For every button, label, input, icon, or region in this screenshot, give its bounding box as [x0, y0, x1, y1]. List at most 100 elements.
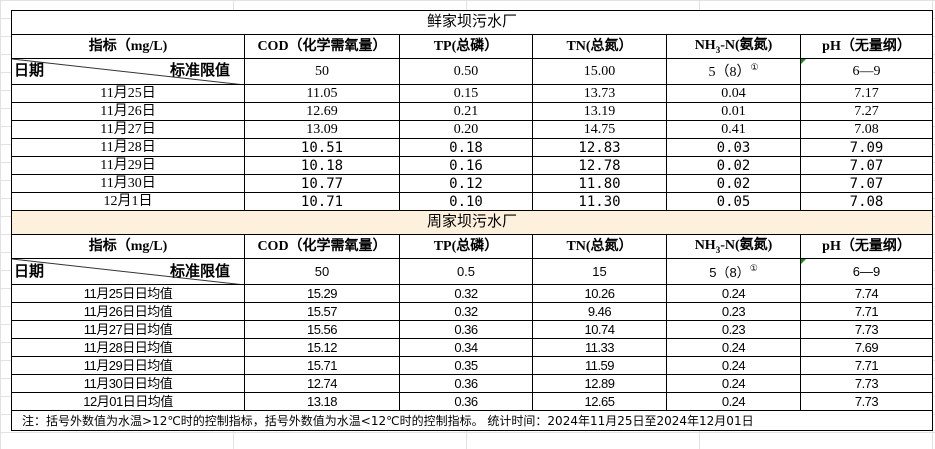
cod-cell[interactable]: 10.51 — [244, 138, 400, 157]
tn-cell[interactable]: 9.46 — [532, 302, 667, 321]
limit-cod[interactable]: 50 — [244, 258, 400, 285]
cod-cell[interactable]: 12.69 — [244, 102, 400, 121]
tn-cell[interactable]: 11.30 — [532, 192, 667, 211]
ph-cell[interactable]: 7.07 — [800, 174, 933, 193]
tp-cell[interactable]: 0.32 — [399, 284, 533, 303]
limit-nh3[interactable]: 5（8）① — [666, 58, 801, 85]
ph-cell[interactable]: 7.17 — [800, 84, 933, 103]
tp-cell[interactable]: 0.15 — [399, 84, 533, 103]
ph-cell[interactable]: 7.27 — [800, 102, 933, 121]
date-cell[interactable]: 11月30日 — [11, 174, 245, 193]
nh3-cell[interactable]: 0.24 — [666, 284, 801, 303]
tn-cell[interactable]: 13.73 — [532, 84, 667, 103]
date-cell[interactable]: 11月27日日均值 — [11, 320, 245, 339]
ph-cell[interactable]: 7.71 — [800, 302, 933, 321]
nh3-cell[interactable]: 0.23 — [666, 302, 801, 321]
cod-cell[interactable]: 15.71 — [244, 356, 400, 375]
tp-cell[interactable]: 0.20 — [399, 120, 533, 139]
header-cod[interactable]: COD（化学需氧量） — [244, 234, 400, 259]
date-cell[interactable]: 11月30日日均值 — [11, 374, 245, 393]
ph-cell[interactable]: 7.08 — [800, 120, 933, 139]
limit-nh3[interactable]: 5（8）① — [666, 258, 801, 285]
date-cell[interactable]: 11月26日 — [11, 102, 245, 121]
cod-cell[interactable]: 10.18 — [244, 156, 400, 175]
date-cell[interactable]: 11月25日日均值 — [11, 284, 245, 303]
date-cell[interactable]: 11月26日日均值 — [11, 302, 245, 321]
ph-cell[interactable]: 7.74 — [800, 284, 933, 303]
limit-tn[interactable]: 15.00 — [532, 58, 667, 85]
tp-cell[interactable]: 0.16 — [399, 156, 533, 175]
nh3-cell[interactable]: 0.05 — [666, 192, 801, 211]
header-tp[interactable]: TP(总磷） — [399, 34, 533, 59]
tn-cell[interactable]: 12.83 — [532, 138, 667, 157]
tp-cell[interactable]: 0.32 — [399, 302, 533, 321]
limit-ph[interactable]: 6—9 — [800, 258, 933, 285]
nh3-cell[interactable]: 0.02 — [666, 174, 801, 193]
ph-cell[interactable]: 7.73 — [800, 374, 933, 393]
header-ph[interactable]: pH（无量纲） — [800, 234, 933, 259]
tp-cell[interactable]: 0.12 — [399, 174, 533, 193]
header-tn[interactable]: TN(总氮） — [532, 234, 667, 259]
cod-cell[interactable]: 13.18 — [244, 392, 400, 411]
tp-cell[interactable]: 0.34 — [399, 338, 533, 357]
date-cell[interactable]: 11月25日 — [11, 84, 245, 103]
ph-cell[interactable]: 7.73 — [800, 392, 933, 411]
cod-cell[interactable]: 15.57 — [244, 302, 400, 321]
ph-cell[interactable]: 7.71 — [800, 356, 933, 375]
nh3-cell[interactable]: 0.01 — [666, 102, 801, 121]
limit-cod[interactable]: 50 — [244, 58, 400, 85]
date-cell[interactable]: 11月28日 — [11, 138, 245, 157]
tp-cell[interactable]: 0.36 — [399, 320, 533, 339]
ph-cell[interactable]: 7.09 — [800, 138, 933, 157]
date-cell[interactable]: 12月01日日均值 — [11, 392, 245, 411]
nh3-cell[interactable]: 0.02 — [666, 156, 801, 175]
header-nh3[interactable]: NH3-N(氨氮) — [666, 234, 801, 259]
tn-cell[interactable]: 11.59 — [532, 356, 667, 375]
tn-cell[interactable]: 12.89 — [532, 374, 667, 393]
limit-tn[interactable]: 15 — [532, 258, 667, 285]
tp-cell[interactable]: 0.18 — [399, 138, 533, 157]
tn-cell[interactable]: 11.80 — [532, 174, 667, 193]
cod-cell[interactable]: 15.12 — [244, 338, 400, 357]
ph-cell[interactable]: 7.73 — [800, 320, 933, 339]
nh3-cell[interactable]: 0.23 — [666, 320, 801, 339]
tn-cell[interactable]: 11.33 — [532, 338, 667, 357]
tp-cell[interactable]: 0.36 — [399, 392, 533, 411]
header-indicator[interactable]: 指标（mg/L) — [11, 234, 245, 259]
tp-cell[interactable]: 0.10 — [399, 192, 533, 211]
section-title[interactable]: 周家坝污水厂 — [11, 210, 933, 235]
header-indicator[interactable]: 指标（mg/L) — [11, 34, 245, 59]
cod-cell[interactable]: 15.56 — [244, 320, 400, 339]
cod-cell[interactable]: 10.77 — [244, 174, 400, 193]
header-tn[interactable]: TN(总氮） — [532, 34, 667, 59]
section-title[interactable]: 鲜家坝污水厂 — [11, 10, 933, 35]
footnote-text[interactable]: 注：括号外数值为水温>12℃时的控制指标，括号外数值为水温<12℃时的控制指标。… — [11, 410, 933, 431]
header-ph[interactable]: pH（无量纲） — [800, 34, 933, 59]
cod-cell[interactable]: 12.74 — [244, 374, 400, 393]
date-cell[interactable]: 11月27日 — [11, 120, 245, 139]
nh3-cell[interactable]: 0.24 — [666, 392, 801, 411]
nh3-cell[interactable]: 0.24 — [666, 356, 801, 375]
ph-cell[interactable]: 7.69 — [800, 338, 933, 357]
header-tp[interactable]: TP(总磷） — [399, 234, 533, 259]
limit-tp[interactable]: 0.50 — [399, 58, 533, 85]
tp-cell[interactable]: 0.21 — [399, 102, 533, 121]
diagonal-header-cell[interactable]: 日期 标准限值 — [11, 58, 245, 85]
tn-cell[interactable]: 12.78 — [532, 156, 667, 175]
tn-cell[interactable]: 13.19 — [532, 102, 667, 121]
nh3-cell[interactable]: 0.24 — [666, 374, 801, 393]
tn-cell[interactable]: 14.75 — [532, 120, 667, 139]
tp-cell[interactable]: 0.36 — [399, 374, 533, 393]
ph-cell[interactable]: 7.08 — [800, 192, 933, 211]
nh3-cell[interactable]: 0.04 — [666, 84, 801, 103]
tn-cell[interactable]: 10.74 — [532, 320, 667, 339]
tn-cell[interactable]: 10.26 — [532, 284, 667, 303]
ph-cell[interactable]: 7.07 — [800, 156, 933, 175]
cod-cell[interactable]: 11.05 — [244, 84, 400, 103]
header-cod[interactable]: COD（化学需氧量） — [244, 34, 400, 59]
date-cell[interactable]: 11月29日日均值 — [11, 356, 245, 375]
diagonal-header-cell[interactable]: 日期 标准限值 — [11, 258, 245, 285]
nh3-cell[interactable]: 0.24 — [666, 338, 801, 357]
date-cell[interactable]: 11月29日 — [11, 156, 245, 175]
tp-cell[interactable]: 0.35 — [399, 356, 533, 375]
